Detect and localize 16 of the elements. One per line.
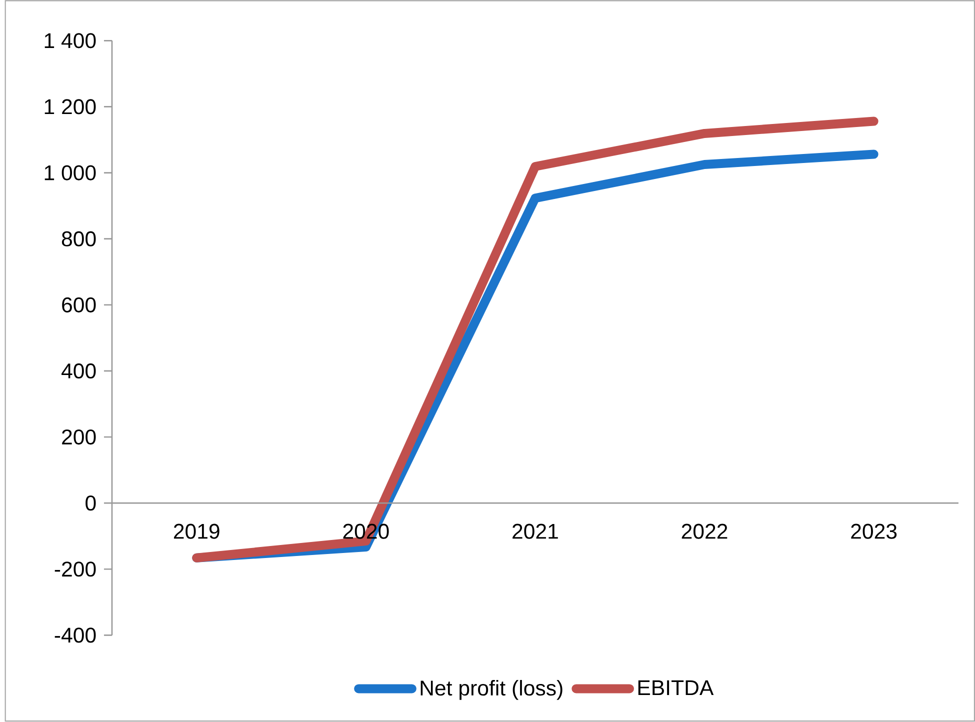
y-tick-label: 800 [62,231,96,246]
y-tick-label: 200 [62,430,96,445]
y-tick-label: 1 000 [44,165,96,180]
y-tick-label: 0 [86,496,96,511]
y-tick-label: 400 [62,363,96,379]
x-tick-label: 2022 [682,524,728,539]
x-tick-label: 2023 [851,524,897,539]
y-tick-label: -400 [54,628,96,643]
x-tick-label: 2019 [174,524,220,539]
x-tick-label: 2021 [512,524,558,539]
legend-label: EBITDA [638,680,714,696]
y-tick-label: 1 400 [44,33,96,48]
y-tick-label: 600 [62,297,96,313]
y-tick-label: -200 [54,562,96,577]
legend-label: Net profit (loss) [420,680,562,700]
y-tick-label: 1 200 [44,99,96,114]
